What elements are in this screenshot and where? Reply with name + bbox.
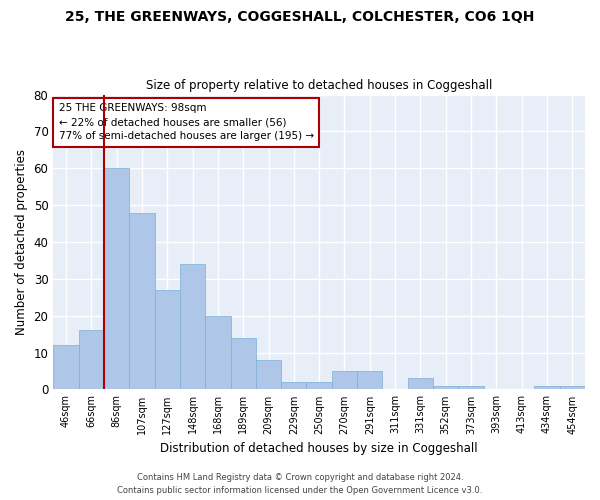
Bar [256, 360, 281, 390]
Bar [458, 386, 484, 390]
Bar [129, 212, 155, 390]
Bar [560, 386, 585, 390]
Bar [104, 168, 129, 390]
Text: Contains HM Land Registry data © Crown copyright and database right 2024.
Contai: Contains HM Land Registry data © Crown c… [118, 474, 482, 495]
X-axis label: Distribution of detached houses by size in Coggeshall: Distribution of detached houses by size … [160, 442, 478, 455]
Bar [79, 330, 104, 390]
Bar [230, 338, 256, 390]
Text: 25 THE GREENWAYS: 98sqm
← 22% of detached houses are smaller (56)
77% of semi-de: 25 THE GREENWAYS: 98sqm ← 22% of detache… [59, 104, 314, 142]
Bar [53, 345, 79, 390]
Title: Size of property relative to detached houses in Coggeshall: Size of property relative to detached ho… [146, 79, 493, 92]
Bar [433, 386, 458, 390]
Bar [332, 371, 357, 390]
Bar [180, 264, 205, 390]
Bar [535, 386, 560, 390]
Bar [281, 382, 307, 390]
Text: 25, THE GREENWAYS, COGGESHALL, COLCHESTER, CO6 1QH: 25, THE GREENWAYS, COGGESHALL, COLCHESTE… [65, 10, 535, 24]
Bar [307, 382, 332, 390]
Bar [408, 378, 433, 390]
Y-axis label: Number of detached properties: Number of detached properties [15, 149, 28, 335]
Bar [205, 316, 230, 390]
Bar [155, 290, 180, 390]
Bar [357, 371, 382, 390]
